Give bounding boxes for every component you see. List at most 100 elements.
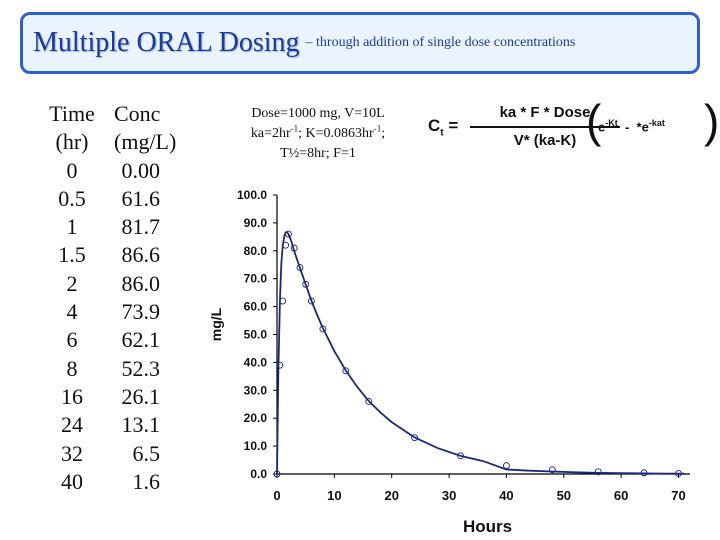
conc-cell: 62.1 xyxy=(121,327,161,353)
data-point-marker xyxy=(273,470,281,478)
data-point-marker xyxy=(296,264,304,271)
data-point-marker xyxy=(675,469,682,477)
data-point-marker xyxy=(411,434,419,442)
time-cell: 4 xyxy=(66,299,78,325)
k-unit-exponent: -1 xyxy=(373,123,382,134)
conc-unit: (mg/L) xyxy=(114,129,177,155)
table-row: 40 1.6 xyxy=(40,468,200,496)
y-tick-label: 40.0 xyxy=(244,355,268,369)
y-tick-label: 70.0 xyxy=(244,272,268,286)
y-tick-label: 0.0 xyxy=(250,467,267,481)
y-tick-label: 10.0 xyxy=(244,439,268,453)
y-tick-label: 60.0 xyxy=(244,300,268,314)
time-cell: 0 xyxy=(66,157,78,183)
conc-cell: 86.0 xyxy=(121,270,161,296)
ka-unit-exponent: -1 xyxy=(290,123,299,134)
data-point-marker xyxy=(548,466,556,474)
exp-term-2-power: -kat xyxy=(648,118,665,128)
conc-cell: 0.00 xyxy=(121,157,161,183)
y-tick-label: 20.0 xyxy=(244,411,268,425)
table-row: 0 0.00 xyxy=(40,157,200,185)
time-cell: 1.5 xyxy=(58,242,86,268)
time-cell: 6 xyxy=(66,327,78,353)
conc-cell: 52.3 xyxy=(121,355,161,381)
page-title: Multiple ORAL Dosing xyxy=(33,27,300,58)
data-point-marker xyxy=(640,469,648,477)
table-row: 8 52.3 xyxy=(40,355,200,383)
exp-term-2: *e xyxy=(636,119,649,135)
time-cell: 8 xyxy=(66,355,78,381)
formula-minus: - xyxy=(624,119,630,135)
right-paren: ) xyxy=(704,95,720,147)
exp-term-1: e xyxy=(598,119,606,135)
table-row: 4 73.9 xyxy=(40,298,200,326)
table-row: 24 13.1 xyxy=(40,411,200,439)
data-point-marker xyxy=(307,297,315,305)
y-tick-label: 50.0 xyxy=(244,328,268,342)
y-tick-label: 80.0 xyxy=(244,244,268,258)
time-cell: 32 xyxy=(61,440,83,466)
formula-numerator: ka * F * Dose xyxy=(499,104,591,121)
data-point-marker xyxy=(319,325,327,333)
concentration-curve xyxy=(276,231,685,475)
table-row: 0.5 61.6 xyxy=(40,185,200,213)
table-units-row: (hr) (mg/L) xyxy=(40,128,200,156)
data-point-marker xyxy=(365,398,373,405)
left-paren: ( xyxy=(586,95,602,147)
x-tick-label: 70 xyxy=(671,488,685,503)
y-tick-label: 90.0 xyxy=(244,216,268,230)
ka-label: ka=2hr xyxy=(250,126,291,141)
table-row: 1.5 86.6 xyxy=(40,241,200,269)
params-line-1: Dose=1000 mg, V=10L xyxy=(251,106,385,121)
x-tick-label: 30 xyxy=(442,488,456,503)
page-subtitle: – through addition of single dose concen… xyxy=(305,35,576,50)
x-tick-label: 20 xyxy=(384,488,398,503)
params-line-3: T½=8hr; F=1 xyxy=(280,146,356,161)
x-tick-label: 0 xyxy=(273,488,280,503)
formula-t-subscript: t xyxy=(440,127,444,139)
data-point-marker xyxy=(285,230,292,238)
data-point-marker xyxy=(342,367,350,375)
time-header: Time xyxy=(49,101,95,126)
time-cell: 2 xyxy=(66,270,78,296)
table-header-row: Time Conc xyxy=(40,100,200,128)
time-cell: 0.5 xyxy=(58,185,86,211)
x-tick-label: 50 xyxy=(557,488,571,503)
data-point-marker xyxy=(279,297,287,305)
formula-lhs: Ct = xyxy=(428,116,458,138)
conc-cell: 86.6 xyxy=(121,242,161,268)
dosing-parameters: Dose=1000 mg, V=10L ka=2hr-1; K=0.0863hr… xyxy=(218,104,418,164)
concentration-formula: Ct = ka * F * Dose V* (ka-K) ( e-Kt - *e… xyxy=(428,95,719,162)
formula-equals: = xyxy=(448,116,459,135)
concentration-table: Time Conc (hr) (mg/L) 0 0.00 0.5 61.6 1 81.7 1… xyxy=(40,100,200,496)
conc-cell: 6.5 xyxy=(132,440,161,466)
time-cell: 40 xyxy=(61,468,83,494)
x-tick-label: 10 xyxy=(327,488,341,503)
data-point-marker xyxy=(302,280,310,288)
table-row: 16 26.1 xyxy=(40,383,200,411)
params-semicolon: ; xyxy=(381,126,386,141)
title-banner: Multiple ORAL Dosing – through addition … xyxy=(20,12,700,74)
params-line-2: ka=2hr-1; K=0.0863hr-1; xyxy=(218,124,418,144)
table-row: 1 81.7 xyxy=(40,213,200,241)
data-point-marker xyxy=(282,241,290,249)
data-point-marker xyxy=(276,361,284,369)
x-tick-label: 60 xyxy=(614,488,628,503)
time-cell: 1 xyxy=(66,214,78,240)
table-body: 0 0.00 0.5 61.6 1 81.7 1.5 86.6 2 86.0 4 73.9 6 62.1 8… xyxy=(40,157,200,497)
exp-term-1-power: -Kt xyxy=(605,118,618,128)
conc-cell: 1.6 xyxy=(132,468,161,494)
conc-cell: 13.1 xyxy=(121,412,161,438)
data-point-marker xyxy=(457,452,465,460)
k-label: ; K=0.0863hr xyxy=(298,126,374,141)
conc-header: Conc xyxy=(114,101,161,126)
y-tick-label: 30.0 xyxy=(244,383,268,397)
formula-denominator: V* (ka-K) xyxy=(513,132,577,149)
conc-cell: 73.9 xyxy=(121,299,161,325)
formula-c: C xyxy=(428,116,441,135)
formula-exponential-terms: e-Kt - *e-kat xyxy=(598,118,665,134)
table-row: 2 86.0 xyxy=(40,270,200,298)
time-cell: 16 xyxy=(61,383,83,409)
data-point-marker xyxy=(594,468,602,476)
table-row: 6 62.1 xyxy=(40,326,200,354)
